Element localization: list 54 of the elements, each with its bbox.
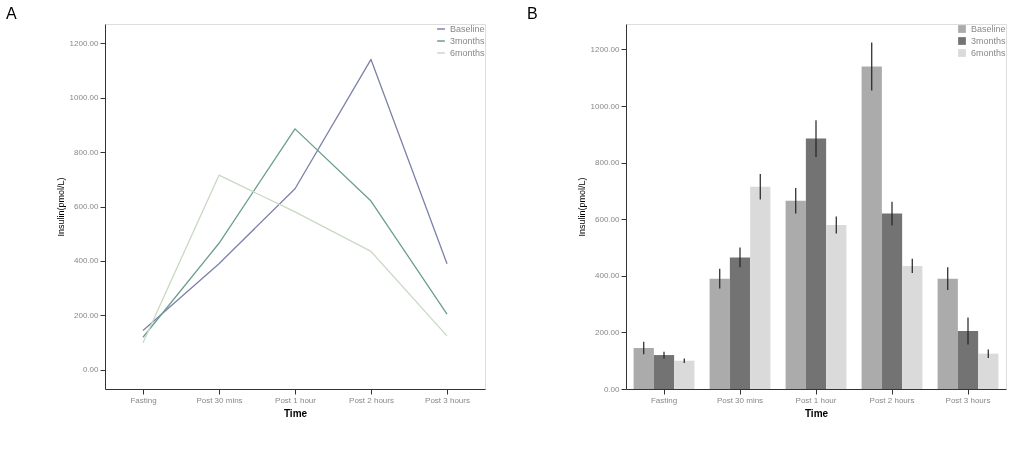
bar (978, 353, 999, 389)
y-tick-label: 800.00 (74, 147, 100, 157)
x-tick-label: Post 1 hour (795, 395, 837, 405)
x-tick-label: Post 30 mins (716, 395, 764, 405)
x-tick-label: Post 30 mins (196, 395, 243, 405)
legend-label: 6months (450, 48, 486, 58)
bar (750, 186, 771, 389)
y-axis-title: Insulin(pmol/L) (55, 177, 66, 237)
x-tick-label: Post 1 hour (275, 395, 317, 405)
y-tick-label: 1200.00 (590, 44, 621, 54)
legend-label: Baseline (450, 24, 485, 34)
y-tick-label: 400.00 (595, 271, 621, 281)
bar (729, 257, 751, 389)
bar (826, 224, 847, 389)
legend-label: 6months (971, 48, 1007, 58)
y-tick-label: 200.00 (74, 310, 100, 320)
bar (881, 213, 903, 389)
chart-title: B (527, 5, 538, 22)
y-tick-label: 0.00 (603, 384, 621, 394)
line-series (142, 174, 448, 344)
bar (633, 347, 654, 389)
line-series (142, 58, 448, 332)
x-axis-title: Time (283, 407, 308, 419)
legend-label: 3months (971, 36, 1007, 46)
y-tick-label: 400.00 (74, 256, 100, 266)
y-tick-label: 200.00 (595, 327, 621, 337)
chart-title: A (6, 5, 18, 22)
x-tick-label: Fasting (650, 395, 678, 405)
x-tick-label: Post 3 hours (425, 395, 470, 405)
bar (902, 265, 923, 389)
legend-label: Baseline (971, 24, 1006, 34)
x-axis-title: Time (804, 407, 829, 419)
bar (674, 360, 695, 389)
x-tick-label: Post 3 hours (945, 395, 991, 405)
bar (709, 278, 730, 389)
y-tick-label: 1000.00 (69, 93, 100, 103)
y-tick-label: 800.00 (595, 158, 621, 168)
x-tick-label: Post 2 hours (349, 395, 394, 405)
y-tick-label: 600.00 (595, 214, 621, 224)
bar (785, 200, 806, 389)
line-series (142, 128, 448, 338)
bar (957, 331, 979, 389)
y-tick-label: 1200.00 (69, 38, 100, 48)
y-tick-label: 0.00 (82, 365, 100, 375)
bar (861, 66, 882, 389)
x-tick-label: Fasting (130, 395, 157, 405)
bar (937, 278, 958, 389)
y-axis-title: Insulin(pmol/L) (576, 177, 587, 237)
bar (805, 138, 827, 389)
y-tick-label: 600.00 (74, 202, 100, 211)
legend-label: 3months (450, 36, 486, 46)
y-tick-label: 1000.00 (590, 101, 621, 111)
bar (653, 355, 675, 389)
x-tick-label: Post 2 hours (869, 395, 915, 405)
